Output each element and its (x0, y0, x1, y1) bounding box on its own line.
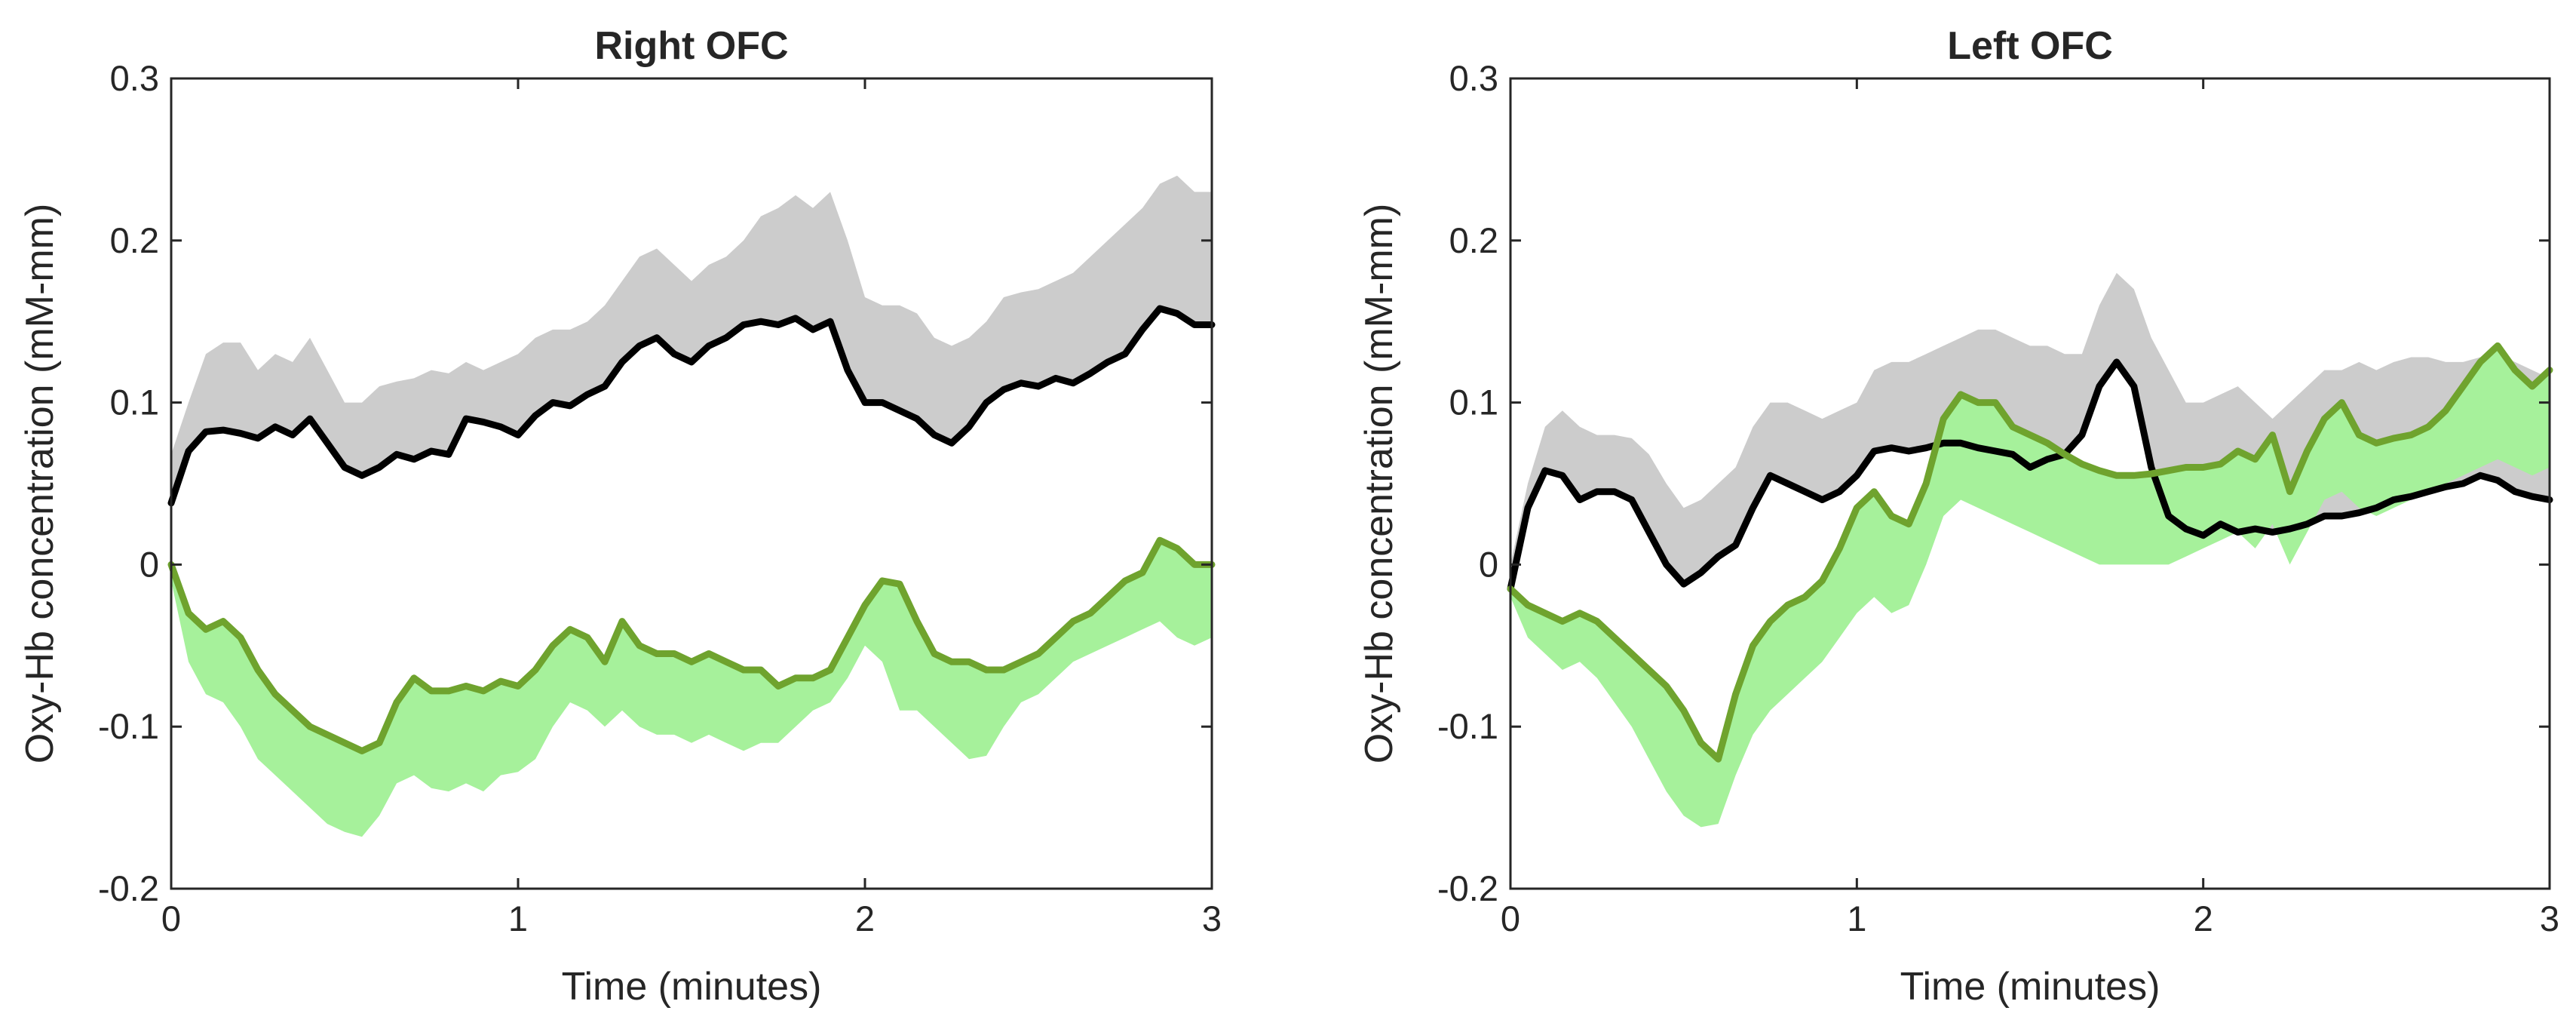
x-tick-label: 1 (508, 898, 528, 938)
y-tick-label: 0 (140, 544, 159, 584)
y-tick-label: -0.2 (1437, 868, 1498, 908)
green-mean-band (171, 540, 1212, 837)
panel-right-ofc: Right OFC 0 1 2 3 -0.2 -0.1 0 0.1 0.2 0.3 Time (m… (18, 24, 1222, 1009)
green-mean-line (1507, 342, 2553, 763)
green-mean-line (167, 536, 1216, 754)
x-tick-label: 0 (161, 898, 181, 938)
y-tick-label: -0.1 (98, 706, 159, 746)
axes-frame (1509, 77, 2551, 890)
axes-frame (170, 77, 1213, 890)
plot-area (167, 175, 1216, 837)
y-tick-label: 0 (1479, 544, 1498, 584)
x-tick-label: 1 (1847, 898, 1866, 938)
y-axis-label: Oxy-Hb concentration (mM-mm) (1357, 204, 1401, 764)
x-tick-label: 3 (2540, 898, 2559, 938)
x-tick-label: 3 (1202, 898, 1222, 938)
black-mean-band (171, 175, 1212, 500)
y-tick-label: 0.2 (1449, 220, 1498, 260)
y-tick-label: -0.1 (1437, 706, 1498, 746)
plot-area (1507, 272, 2553, 828)
green-mean-band (1510, 346, 2550, 828)
axis-ticks: 0 1 2 3 -0.2 -0.1 0 0.1 0.2 0.3 (1437, 58, 2559, 938)
black-mean-line (167, 305, 1216, 507)
y-tick-label: -0.2 (98, 868, 159, 908)
black-mean-line (1507, 358, 2553, 593)
x-axis-label: Time (minutes) (1900, 965, 2160, 1009)
chart-title: Left OFC (1947, 24, 2113, 68)
panel-left-ofc: Left OFC 0 1 2 3 -0.2 -0.1 0 0.1 0.2 0.3 Time (mi… (1357, 24, 2559, 1009)
y-tick-label: 0.1 (110, 382, 159, 422)
x-tick-label: 0 (1501, 898, 1520, 938)
x-tick-label: 2 (2194, 898, 2213, 938)
y-tick-label: 0.2 (110, 220, 159, 260)
x-tick-label: 2 (855, 898, 875, 938)
axis-ticks: 0 1 2 3 -0.2 -0.1 0 0.1 0.2 0.3 (98, 58, 1222, 938)
chart-title: Right OFC (594, 24, 788, 68)
black-mean-band (1510, 272, 2550, 589)
x-axis-label: Time (minutes) (562, 965, 822, 1009)
y-tick-label: 0.3 (110, 58, 159, 98)
y-tick-label: 0.3 (1449, 58, 1498, 98)
y-axis-label: Oxy-Hb concentration (mM-mm) (18, 204, 62, 764)
y-tick-label: 0.1 (1449, 382, 1498, 422)
